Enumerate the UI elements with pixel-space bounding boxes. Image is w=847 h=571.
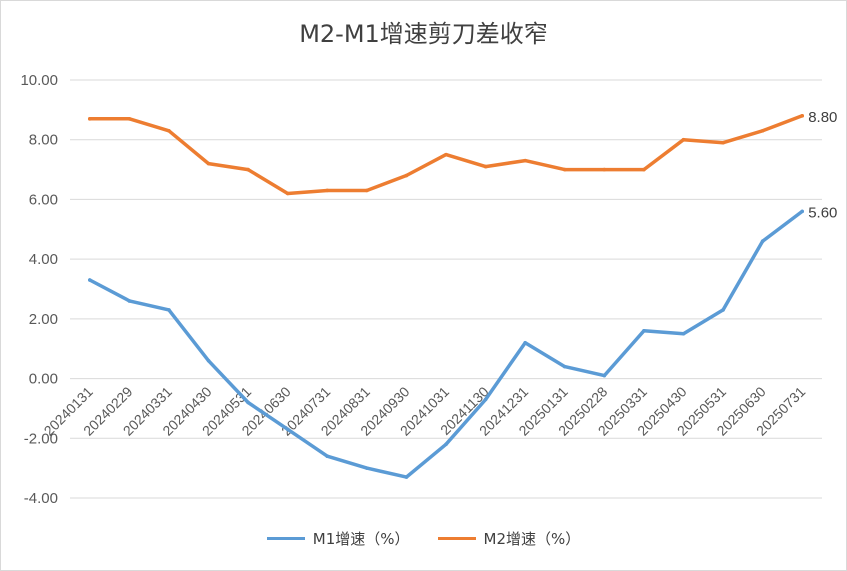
data-point xyxy=(404,475,409,479)
y-tick-label: -2.00 xyxy=(24,430,58,447)
data-point xyxy=(642,167,646,172)
data-point xyxy=(602,167,607,172)
y-tick-label: 6.00 xyxy=(29,191,58,208)
data-point xyxy=(87,278,92,282)
data-point xyxy=(602,373,607,378)
data-point xyxy=(562,167,567,172)
data-point xyxy=(444,152,448,157)
data-point xyxy=(285,427,290,432)
data-point xyxy=(721,308,725,312)
y-tick-label: 10.00 xyxy=(20,72,58,89)
data-point xyxy=(285,191,290,196)
data-point xyxy=(404,173,409,178)
legend-label-m2: M2增速（%） xyxy=(483,530,581,548)
data-point xyxy=(681,137,686,142)
legend-item-m1[interactable]: M1增速（%） xyxy=(266,528,410,549)
data-point xyxy=(206,358,211,363)
data-point xyxy=(760,128,765,133)
data-point xyxy=(800,209,805,214)
data-point xyxy=(721,140,725,145)
data-point xyxy=(87,117,92,121)
y-tick-label: 4.00 xyxy=(29,251,58,268)
data-point xyxy=(523,340,527,345)
data-point xyxy=(246,167,250,172)
data-point xyxy=(206,161,211,166)
data-point xyxy=(562,364,567,369)
data-point xyxy=(325,454,330,459)
y-tick-label: -4.00 xyxy=(24,490,58,507)
data-point xyxy=(483,397,488,402)
data-point xyxy=(365,188,369,193)
series-line-m1[interactable] xyxy=(88,209,804,479)
data-point xyxy=(127,117,132,121)
legend-label-m1: M1增速（%） xyxy=(312,530,410,548)
data-point xyxy=(167,308,171,312)
data-point xyxy=(325,188,330,193)
data-point xyxy=(167,128,171,133)
chart-title: M2-M1增速剪刀差收窄 xyxy=(299,20,548,48)
y-tick-label: 0.00 xyxy=(29,371,58,388)
data-label: 5.60 xyxy=(808,204,837,221)
data-point xyxy=(642,329,646,333)
data-point xyxy=(246,400,250,405)
data-point xyxy=(681,331,686,336)
chart-legend: M1增速（%） M2增速（%） xyxy=(0,528,847,549)
legend-item-m2[interactable]: M2增速（%） xyxy=(437,528,581,549)
y-tick-label: 8.00 xyxy=(29,132,58,149)
data-point xyxy=(760,239,765,244)
data-point xyxy=(444,442,448,447)
legend-swatch-m2 xyxy=(437,537,476,540)
data-point xyxy=(365,466,369,470)
data-point xyxy=(523,158,527,163)
data-point xyxy=(483,164,488,169)
data-label: 8.80 xyxy=(808,109,837,126)
y-tick-label: 2.00 xyxy=(29,311,58,328)
data-point xyxy=(127,299,132,303)
legend-swatch-m1 xyxy=(266,537,305,540)
data-point xyxy=(800,114,805,118)
